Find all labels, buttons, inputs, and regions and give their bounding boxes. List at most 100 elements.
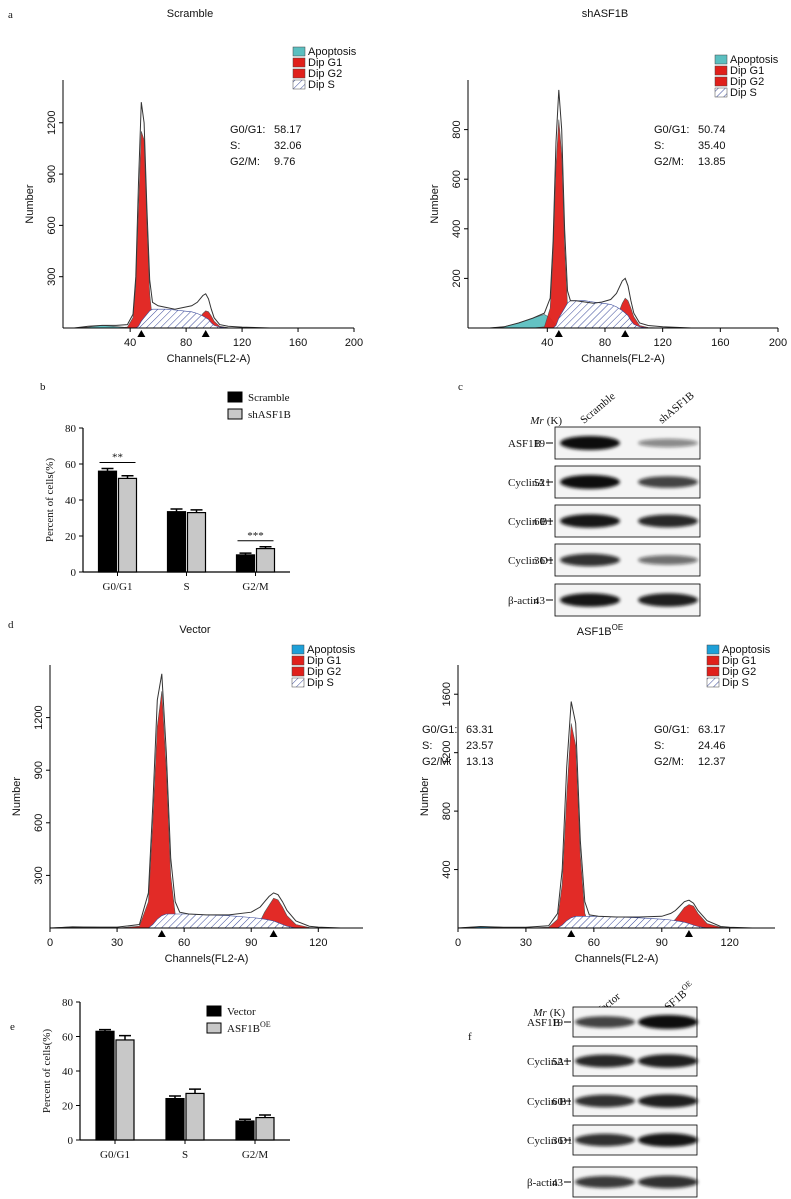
x-tick-label: 120	[721, 937, 739, 949]
bar	[185, 1092, 205, 1141]
mr-value: 36	[534, 555, 546, 567]
x-tick-label: 60	[178, 937, 190, 949]
y-tick-label: 1200	[441, 740, 453, 764]
y-tick-label: 800	[441, 802, 453, 820]
stat-value: 24.46	[698, 740, 726, 752]
peak-marker	[684, 930, 693, 937]
legend-label: Apoptosis	[730, 54, 779, 66]
chart-title: Scramble	[167, 8, 213, 20]
legend-swatch	[714, 54, 728, 65]
chart-title-sup: OE	[612, 623, 624, 632]
legend-label: Dip S	[722, 677, 749, 689]
mr-value: 60	[552, 1096, 564, 1108]
legend-label: Scramble	[248, 392, 290, 404]
phase-area	[50, 691, 363, 929]
total-curve	[489, 89, 778, 329]
blot-row-label: Cyclin D1	[527, 1135, 573, 1147]
blot-band	[560, 475, 620, 489]
y-tick-label: 40	[65, 495, 77, 507]
x-tick-label: 40	[124, 337, 136, 349]
bar	[255, 547, 276, 573]
mr-value: 43	[534, 595, 546, 607]
legend-label: Dip G1	[308, 57, 342, 69]
legend-label: Apoptosis	[307, 644, 356, 656]
y-tick-label: 80	[62, 997, 74, 1009]
legend-label: Dip G2	[307, 666, 341, 678]
panel-label: b	[40, 381, 46, 393]
legend-label: Vector	[227, 1006, 256, 1018]
x-tick-label: G0/G1	[100, 1149, 130, 1161]
peak-marker	[201, 330, 210, 337]
x-tick-label: 30	[111, 937, 123, 949]
panel-label: c	[458, 381, 463, 393]
total-curve	[457, 701, 775, 929]
legend-label: Dip S	[308, 79, 335, 91]
y-tick-label: 40	[62, 1066, 74, 1078]
legend-swatch	[292, 68, 306, 79]
x-tick-label: G2/M	[242, 581, 269, 593]
error-bar	[239, 552, 252, 555]
y-tick-label: 80	[65, 423, 77, 435]
x-tick-label: 0	[47, 937, 53, 949]
error-bar	[189, 1088, 201, 1094]
phase-area	[50, 913, 363, 929]
y-tick-label: 300	[46, 268, 58, 286]
mr-value: 19	[552, 1017, 564, 1029]
legend-label-main: ASF1B	[227, 1023, 260, 1035]
blot-band	[638, 438, 698, 448]
blot-row-label: β-actin	[508, 595, 539, 607]
blot-band	[638, 1094, 698, 1108]
x-tick-label: 80	[180, 337, 192, 349]
bar	[165, 1097, 185, 1141]
panel-label: f	[468, 1031, 472, 1043]
x-tick-label: 120	[233, 337, 251, 349]
mr-value: 52	[552, 1056, 563, 1068]
blot-row-label: Cyclin D1	[508, 555, 554, 567]
legend-swatch	[706, 644, 720, 655]
error-bar	[101, 467, 114, 472]
y-axis-label: Percent of cells(%)	[41, 1029, 53, 1114]
x-tick-label: S	[182, 1149, 188, 1161]
blot-band	[560, 514, 620, 528]
y-tick-label: 0	[71, 567, 77, 579]
legend-swatch	[706, 655, 720, 666]
error-bar	[259, 1114, 271, 1118]
total-curve	[49, 673, 363, 929]
stat-value: 35.40	[698, 140, 726, 152]
legend-label: Apoptosis	[308, 46, 357, 58]
legend-swatch	[227, 391, 243, 403]
total-curve	[74, 102, 354, 329]
legend-label: Dip G2	[722, 666, 756, 678]
stat-value: 63.17	[698, 724, 726, 736]
error-bar	[119, 1034, 131, 1040]
x-tick-label: G2/M	[242, 1149, 269, 1161]
legend-label: shASF1B	[248, 409, 291, 421]
blot-row-label: Cyclin B1	[508, 516, 553, 528]
stat-label: G0/G1:	[422, 724, 457, 736]
stat-value: 50.74	[698, 124, 726, 136]
x-axis-label: Channels(FL2-A)	[575, 953, 659, 965]
peak-marker	[269, 930, 278, 937]
bar	[166, 511, 187, 573]
blot-band	[575, 1094, 635, 1108]
legend-swatch	[706, 677, 720, 688]
legend-label: Dip S	[730, 87, 757, 99]
x-axis-label: Channels(FL2-A)	[167, 353, 251, 365]
stat-value: 63.31	[466, 724, 494, 736]
blot-row-label: CyclinA1	[508, 477, 551, 489]
blot-band	[638, 555, 698, 565]
lane-label-main: Scramble	[578, 390, 618, 426]
legend-swatch	[227, 408, 243, 420]
legend-swatch	[292, 46, 306, 57]
blot-band	[638, 514, 698, 528]
x-axis-label: Channels(FL2-A)	[165, 953, 249, 965]
chart-title-main: ASF1B	[577, 626, 612, 638]
x-tick-label: 200	[345, 337, 363, 349]
x-tick-label: 90	[656, 937, 668, 949]
mr-unit: (K)	[550, 1007, 566, 1019]
x-tick-label: 160	[711, 337, 729, 349]
legend-label: Dip G1	[730, 65, 764, 77]
blot-row-label: ASF1B	[527, 1017, 560, 1029]
panel-label: d	[8, 619, 14, 631]
stat-value: 58.17	[274, 124, 302, 136]
